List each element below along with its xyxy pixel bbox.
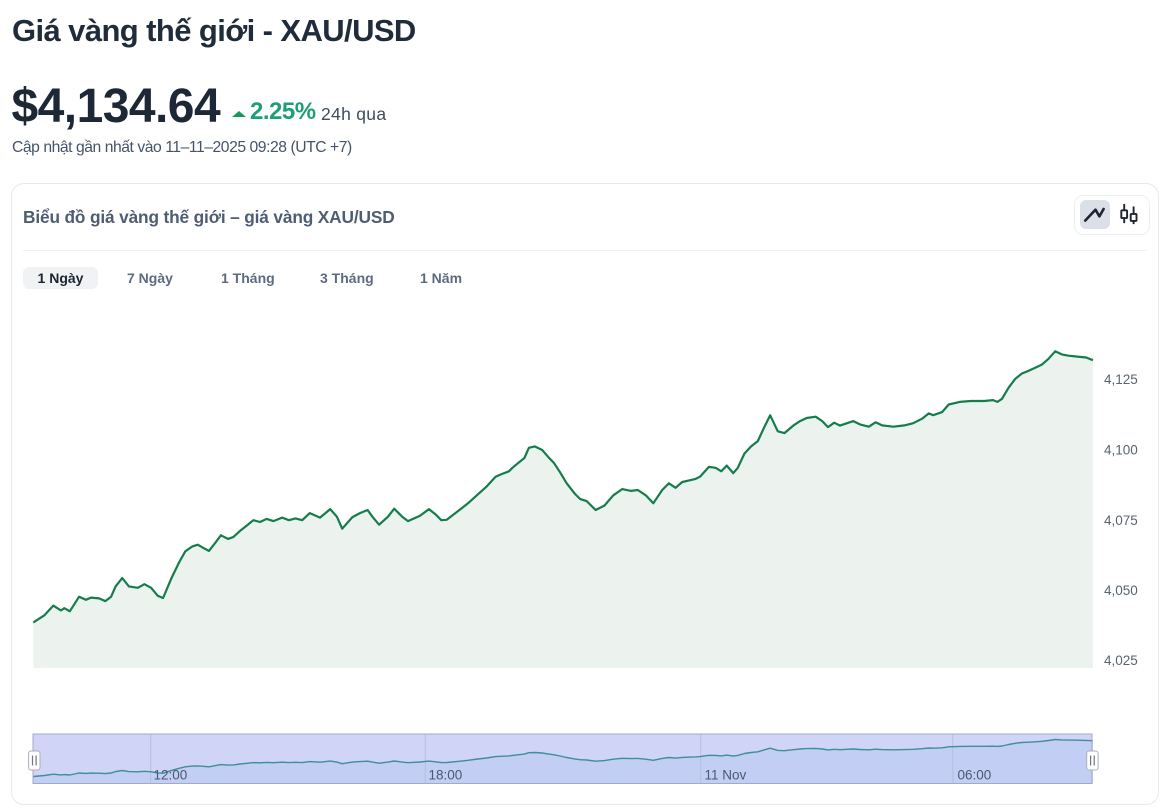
svg-text:06:00: 06:00 [958,768,992,783]
svg-text:4,025: 4,025 [1104,653,1138,668]
svg-text:4,125: 4,125 [1104,372,1138,387]
svg-text:4,075: 4,075 [1104,513,1138,528]
svg-text:4,050: 4,050 [1104,583,1138,598]
svg-text:12:00: 12:00 [154,768,188,783]
svg-text:18:00: 18:00 [429,768,463,783]
svg-text:11 Nov: 11 Nov [705,768,747,783]
svg-text:4,100: 4,100 [1104,442,1138,457]
